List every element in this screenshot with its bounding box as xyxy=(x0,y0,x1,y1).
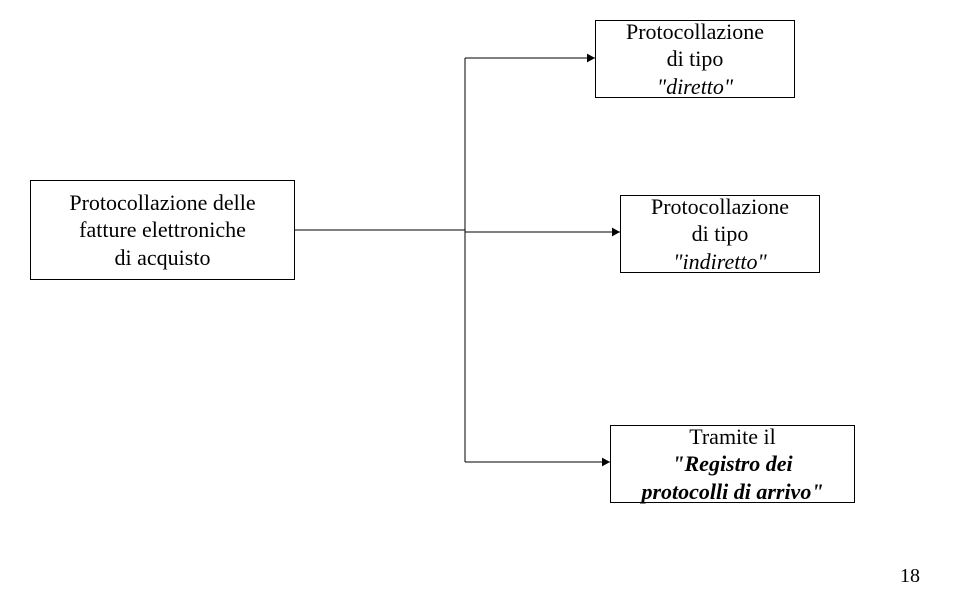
box-registro-line1: Tramite il "Registro dei xyxy=(672,423,792,478)
page-number: 18 xyxy=(900,565,920,588)
box-registro-line1-pre: Tramite il xyxy=(672,423,792,451)
box-source-line3: di acquisto xyxy=(115,244,211,272)
box-direct: Protocollazione di tipo "diretto" xyxy=(595,20,795,98)
box-direct-line1: Protocollazione xyxy=(626,18,764,46)
box-source: Protocollazione delle fatture elettronic… xyxy=(30,180,295,280)
page-number-value: 18 xyxy=(900,565,920,587)
box-direct-line2: di tipo "diretto" xyxy=(657,45,733,100)
box-indirect: Protocollazione di tipo "indiretto" xyxy=(620,195,820,273)
box-indirect-line2: di tipo "indiretto" xyxy=(673,220,766,275)
box-direct-line2-pre: di tipo xyxy=(657,45,733,73)
box-registro: Tramite il "Registro dei protocolli di a… xyxy=(610,425,855,503)
box-registro-line1-em: "Registro dei xyxy=(672,451,792,476)
diagram-canvas: Protocollazione delle fatture elettronic… xyxy=(0,0,960,608)
box-indirect-line1: Protocollazione xyxy=(651,193,789,221)
box-source-line1: Protocollazione delle xyxy=(69,189,255,217)
box-registro-line2-em: protocolli di arrivo" xyxy=(641,479,823,504)
box-source-line2: fatture elettroniche xyxy=(79,216,246,244)
box-direct-line2-em: "diretto" xyxy=(657,74,733,99)
box-indirect-line2-pre: di tipo xyxy=(673,220,766,248)
box-indirect-line2-em: "indiretto" xyxy=(673,249,766,274)
connector-lines xyxy=(0,0,960,608)
box-registro-line2: protocolli di arrivo" xyxy=(641,478,823,506)
